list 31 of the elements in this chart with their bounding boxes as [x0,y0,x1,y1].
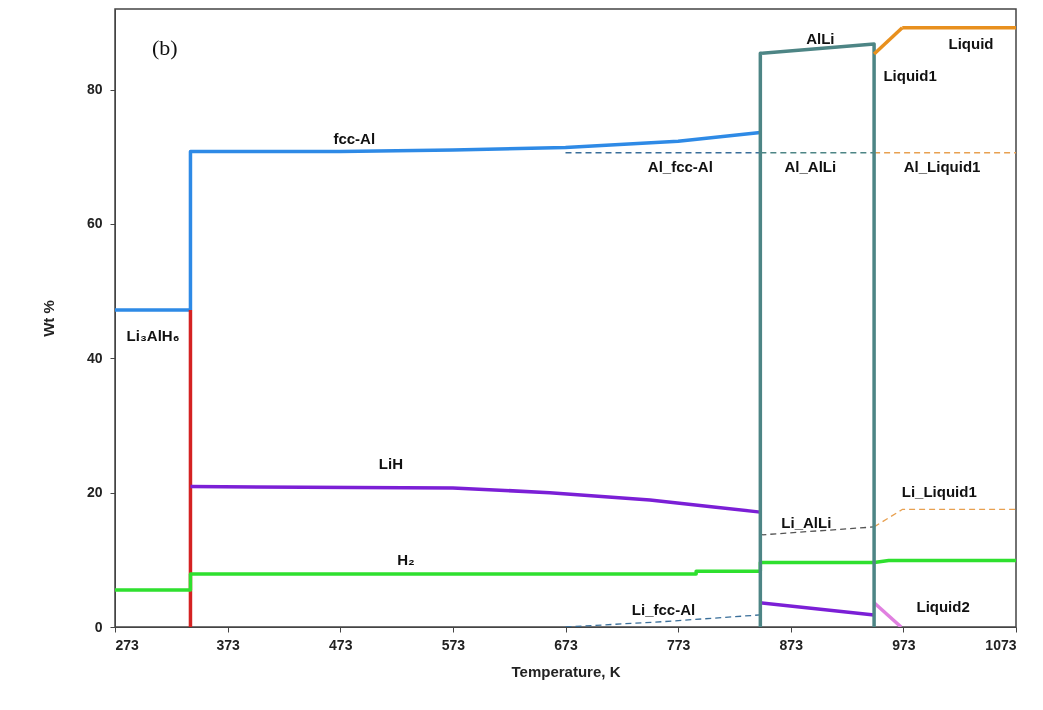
series-label: fcc-Al [333,130,376,148]
y-tick-label: 80 [86,81,103,98]
series-label: Li_Liquid1 [901,483,977,501]
series-label: Al_AlLi [784,157,837,175]
y-axis-title: Wt % [39,300,57,337]
series-label: Al_fcc-Al [647,157,713,175]
series-label: Li_AlLi [781,513,832,531]
x-axis-title: Temperature, K [511,662,621,680]
series-label: LiH [378,454,403,472]
x-tick-label: 373 [216,636,241,653]
y-tick-label: 60 [86,215,103,232]
series-label: Li_fcc-Al [631,600,696,618]
series-label: Liquid [948,34,994,52]
series-label: Al_Liquid1 [903,157,981,175]
series-label: Liquid2 [916,598,970,615]
series-label: Liquid1 [883,67,937,85]
x-tick-label: 773 [666,636,691,653]
x-tick-label: 473 [329,636,353,653]
x-tick-label: 873 [779,636,804,653]
x-tick-label: 273 [115,636,140,653]
x-tick-label: 973 [892,636,916,653]
series-label: H₂ [397,550,415,568]
x-tick-label: 673 [554,636,578,653]
annotation: (b) [152,35,178,60]
series-label: Li₃AlH₆ [126,326,180,344]
y-tick-label: 0 [94,618,103,635]
x-tick-label: 573 [441,636,466,653]
y-tick-label: 40 [86,349,103,366]
x-tick-label: 1073 [985,636,1017,653]
series-label: AlLi [806,30,835,48]
y-tick-label: 20 [86,484,103,501]
